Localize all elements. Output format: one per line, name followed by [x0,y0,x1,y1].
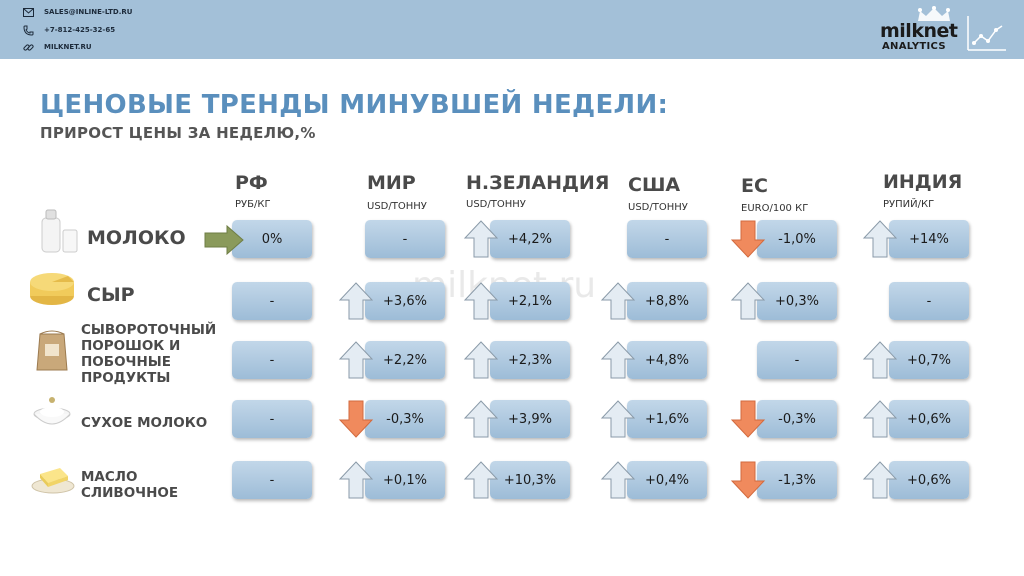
arrow-up-icon [600,341,636,379]
price-change-cell: +2,1% [490,282,570,320]
product-label-whey-powder: СЫВОРОТОЧНЫЙ ПОРОШОК И ПОБОЧНЫЕ ПРОДУКТЫ [81,322,217,386]
price-change-cell: 0% [232,220,312,258]
column-unit: USD/ТОННУ [367,201,427,212]
column-header: США [628,174,681,196]
column-header: РФ [235,172,268,194]
price-change-cell: +0,1% [365,461,445,499]
column-unit: РУБ/КГ [235,199,271,210]
column-unit: USD/ТОННУ [466,199,526,210]
price-change-cell: - [889,282,969,320]
product-label-cheese: СЫР [87,284,135,306]
price-change-cell: -0,3% [757,400,837,438]
arrow-down-icon [338,400,374,438]
arrow-up-icon [463,282,499,320]
line-chart-icon [967,16,1006,51]
powder-sack-icon [34,328,70,376]
product-label-dry-milk: СУХОЕ МОЛОКО [81,415,208,431]
price-change-cell: +3,6% [365,282,445,320]
arrow-up-icon [463,461,499,499]
price-change-cell: -1,3% [757,461,837,499]
price-change-cell: +0,4% [627,461,707,499]
arrow-up-icon [463,400,499,438]
arrow-up-icon [463,220,499,258]
logo-text: milknet [880,20,958,42]
milk-powder-bowl-icon [30,392,74,436]
price-change-cell: - [232,400,312,438]
phone-icon [22,24,34,36]
arrow-up-icon [862,461,898,499]
price-change-cell: - [232,282,312,320]
price-change-cell: - [627,220,707,258]
arrow-up-icon [600,461,636,499]
price-change-cell: - [365,220,445,258]
contact-website[interactable]: MILKNET.RU [22,41,92,53]
arrow-up-icon [862,341,898,379]
milk-bottle-icon [38,208,80,258]
arrow-up-icon [338,341,374,379]
arrow-up-icon [862,400,898,438]
price-change-cell: +2,2% [365,341,445,379]
arrow-right-icon [204,224,244,256]
column-header: МИР [367,172,416,194]
phone-text: +7-812-425-32-65 [44,26,116,34]
price-change-cell: - [232,461,312,499]
arrow-up-icon [463,341,499,379]
price-change-cell: +0,3% [757,282,837,320]
price-change-cell: +0,7% [889,341,969,379]
arrow-up-icon [338,282,374,320]
price-change-cell: - [757,341,837,379]
contact-phone[interactable]: +7-812-425-32-65 [22,24,115,36]
arrow-up-icon [730,282,766,320]
price-change-cell: +8,8% [627,282,707,320]
butter-icon [30,456,76,500]
cheese-icon [28,268,76,312]
price-change-cell: +14% [889,220,969,258]
arrow-up-icon [862,220,898,258]
arrow-up-icon [600,282,636,320]
arrow-up-icon [338,461,374,499]
column-header: Н.ЗЕЛАНДИЯ [466,172,610,194]
price-change-cell: - [232,341,312,379]
column-header: ЕС [741,175,768,197]
arrow-down-icon [730,220,766,258]
link-icon [22,41,34,53]
column-header: ИНДИЯ [883,171,963,193]
product-label-milk: МОЛОКО [87,227,186,249]
price-change-cell: +3,9% [490,400,570,438]
column-unit: РУПИЙ/КГ [883,199,935,210]
website-text: MILKNET.RU [44,43,92,51]
price-change-cell: -1,0% [757,220,837,258]
page-title: ЦЕНОВЫЕ ТРЕНДЫ МИНУВШЕЙ НЕДЕЛИ: [40,90,669,120]
price-change-cell: -0,3% [365,400,445,438]
page-subtitle: ПРИРОСТ ЦЕНЫ ЗА НЕДЕЛЮ,% [40,124,316,142]
price-change-cell: +2,3% [490,341,570,379]
price-change-cell: +4,2% [490,220,570,258]
crown-icon [918,6,950,21]
column-unit: USD/ТОННУ [628,202,688,213]
arrow-up-icon [600,400,636,438]
price-change-cell: +0,6% [889,461,969,499]
header-bar: SALES@INLINE-LTD.RU +7-812-425-32-65 MIL… [0,0,1024,59]
price-change-cell: +1,6% [627,400,707,438]
milknet-logo: milknet ANALYTICS [878,6,958,54]
price-change-cell: +0,6% [889,400,969,438]
arrow-down-icon [730,400,766,438]
email-text: SALES@INLINE-LTD.RU [44,8,133,16]
column-unit: EURO/100 КГ [741,203,809,214]
envelope-icon [22,6,34,18]
logo-subtext: ANALYTICS [882,41,946,52]
price-change-cell: +10,3% [490,461,570,499]
arrow-down-icon [730,461,766,499]
price-change-cell: +4,8% [627,341,707,379]
contact-email[interactable]: SALES@INLINE-LTD.RU [22,6,132,18]
product-label-butter: МАСЛО СЛИВОЧНОЕ [81,469,179,501]
